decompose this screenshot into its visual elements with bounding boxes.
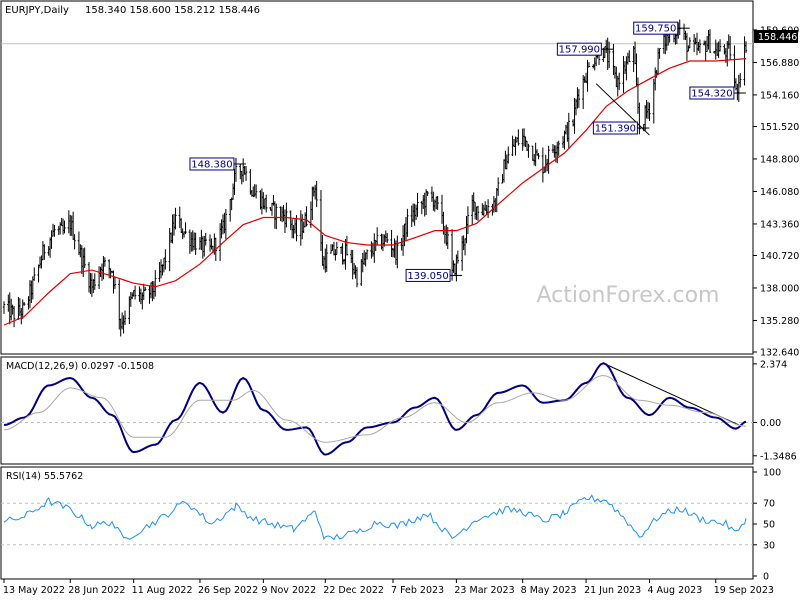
date-tick-label: 19 Sep 2023 bbox=[714, 585, 774, 596]
rsi-tick-label: 0 bbox=[763, 572, 769, 583]
price-annotations: 148.380 139.050 157.990 151.390 159.750 154.3… bbox=[189, 21, 746, 282]
moving-average bbox=[3, 58, 747, 326]
rsi-title: RSI(14) 55.5762 bbox=[6, 471, 83, 482]
price-tick-label: 140.720 bbox=[760, 251, 799, 262]
rsi-tick-label: 100 bbox=[763, 468, 781, 479]
axis-labels: 159.600156.880154.160151.520148.800146.0… bbox=[3, 25, 799, 596]
annotation-label: 157.990 bbox=[559, 45, 600, 56]
annotation-box bbox=[633, 21, 679, 35]
date-tick-label: 23 Mar 2023 bbox=[454, 585, 514, 596]
date-tick-label: 26 Sep 2022 bbox=[198, 585, 258, 596]
macd-signal-line bbox=[3, 375, 747, 443]
macd-title: MACD(12,26,9) 0.0297 -0.1508 bbox=[6, 361, 154, 372]
annotation-box bbox=[189, 157, 235, 171]
rsi-tick-label: 70 bbox=[763, 499, 775, 510]
annotation-label: 159.750 bbox=[635, 24, 676, 35]
macd-lines bbox=[3, 362, 747, 456]
ohlc-label: 158.340 158.600 158.212 158.446 bbox=[85, 5, 260, 16]
annotation-label: 148.380 bbox=[191, 159, 232, 170]
date-tick-label: 22 Dec 2022 bbox=[323, 585, 384, 596]
rsi-line bbox=[3, 494, 747, 541]
rsi-tick-label: 30 bbox=[763, 540, 775, 551]
price-tick-label: 154.160 bbox=[760, 90, 799, 101]
price-tick-label: 132.640 bbox=[760, 348, 799, 359]
symbol-label: EURJPY,Daily bbox=[5, 5, 69, 16]
price-tick-label: 138.000 bbox=[760, 283, 799, 294]
macd-tick-label: -1.3486 bbox=[760, 451, 797, 462]
current-price-box bbox=[754, 30, 798, 43]
macd-line bbox=[3, 362, 747, 456]
current-price-label: 158.446 bbox=[758, 32, 797, 43]
watermark: ActionForex.com bbox=[537, 283, 720, 308]
macd-tick-label: 2.374 bbox=[760, 359, 787, 370]
date-tick-label: 13 May 2022 bbox=[3, 585, 65, 596]
rsi-tick-label: 50 bbox=[763, 520, 775, 531]
date-tick-label: 4 Aug 2023 bbox=[647, 585, 702, 596]
date-tick-label: 7 Feb 2023 bbox=[391, 585, 444, 596]
price-tick-label: 156.880 bbox=[760, 58, 799, 69]
macd-tick-label: 0.00 bbox=[760, 418, 781, 429]
price-tick-label: 148.800 bbox=[760, 154, 799, 165]
grid-lines bbox=[1, 43, 753, 546]
date-tick-label: 11 Aug 2022 bbox=[132, 585, 193, 596]
rsi-panel-frame bbox=[0, 466, 754, 580]
price-tick-label: 143.360 bbox=[760, 219, 799, 230]
annotation-box bbox=[556, 42, 602, 56]
rsi-lines bbox=[3, 494, 747, 541]
price-trendline bbox=[595, 83, 650, 136]
date-tick-label: 21 Jun 2023 bbox=[584, 585, 641, 596]
date-tick-label: 28 Jun 2022 bbox=[68, 585, 125, 596]
price-tick-label: 151.520 bbox=[760, 122, 799, 133]
annotation-label: 151.390 bbox=[595, 124, 636, 135]
annotation-label: 139.050 bbox=[407, 271, 448, 282]
price-tick-label: 146.080 bbox=[760, 187, 799, 198]
annotation-box bbox=[689, 86, 735, 100]
annotation-box bbox=[592, 121, 638, 135]
annotation-label: 154.320 bbox=[691, 89, 732, 100]
annotation-box bbox=[405, 268, 451, 282]
date-tick-label: 9 Nov 2022 bbox=[261, 585, 316, 596]
date-tick-label: 8 May 2023 bbox=[521, 585, 577, 596]
price-tick-label: 135.280 bbox=[760, 316, 799, 327]
ma-line bbox=[3, 58, 747, 326]
price-candles bbox=[2, 19, 748, 337]
